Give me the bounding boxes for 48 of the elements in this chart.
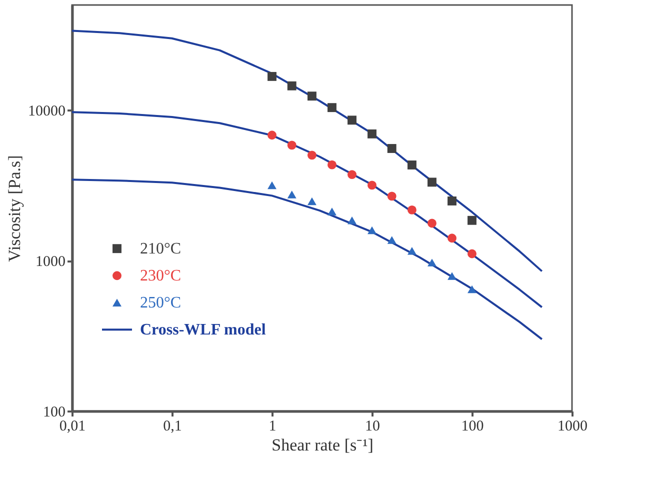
legend-label: 250°C <box>140 294 182 312</box>
x-tick-label: 1 <box>268 418 276 434</box>
point <box>448 272 456 280</box>
point <box>407 160 416 170</box>
point <box>387 236 396 244</box>
point <box>328 103 336 112</box>
point <box>428 218 436 228</box>
point <box>328 160 336 170</box>
point <box>268 130 276 140</box>
point <box>428 258 436 266</box>
point <box>448 196 456 206</box>
point <box>268 72 276 81</box>
point <box>348 216 356 224</box>
x-tick-label: 10 <box>365 418 380 434</box>
point <box>387 192 396 201</box>
point <box>268 181 276 190</box>
x-axis-title: Shear rate [s⁻¹] <box>272 436 374 454</box>
x-tick-label: 0,1 <box>163 418 182 434</box>
legend-label: Cross-WLF model <box>140 322 266 339</box>
x-tick-label: 0,01 <box>59 418 86 434</box>
point <box>387 144 396 153</box>
point <box>368 180 376 190</box>
y-axis-title: Viscosity [Pa.s] <box>5 155 24 262</box>
point <box>348 170 356 180</box>
point <box>407 205 416 214</box>
point <box>468 285 476 294</box>
point <box>328 208 336 216</box>
point <box>407 247 416 255</box>
point <box>448 234 456 243</box>
legend-label: 210°C <box>140 240 182 258</box>
x-tick-label: 100 <box>461 418 484 434</box>
point <box>348 116 356 125</box>
point <box>368 226 376 234</box>
point <box>307 150 316 160</box>
point <box>368 129 376 138</box>
y-tick-label: 1000 <box>36 254 66 270</box>
y-tick-label: 10000 <box>28 104 66 120</box>
point <box>307 92 316 101</box>
point <box>428 178 436 187</box>
point <box>287 190 296 198</box>
point <box>468 249 476 258</box>
point <box>287 81 296 90</box>
legend-label: 230°C <box>140 268 182 285</box>
point <box>468 216 476 225</box>
y-tick-label: 100 <box>43 404 66 420</box>
x-tick-label: 1000 <box>558 418 588 434</box>
point <box>307 197 316 206</box>
point <box>287 140 296 150</box>
